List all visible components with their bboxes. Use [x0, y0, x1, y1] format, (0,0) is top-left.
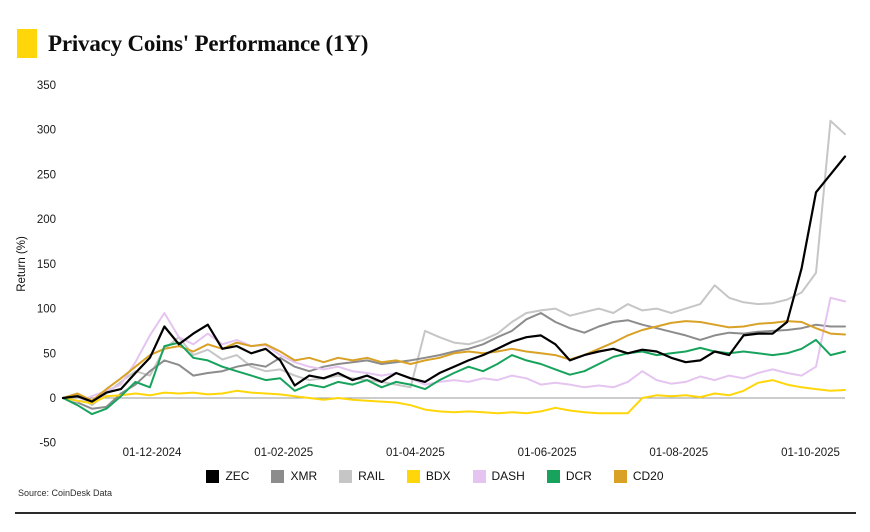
chart-legend: ZEC XMR RAIL BDX DASH DCR CD20 [0, 469, 870, 483]
legend-label-DASH: DASH [491, 469, 525, 483]
legend-swatch-RAIL [339, 469, 353, 483]
x-tick-label: 01-08-2025 [649, 447, 708, 459]
performance-line-chart: 350 300 250 200 150 100 50 0 -50 Return (%) 01-12-… [16, 80, 847, 459]
y-tick-label: 350 [37, 80, 56, 92]
legend-label-CD20: CD20 [632, 469, 664, 483]
y-tick-label: 200 [37, 214, 56, 226]
legend-label-DCR: DCR [565, 469, 592, 483]
legend-swatch-XMR [271, 469, 285, 483]
y-tick-label: 100 [37, 304, 56, 316]
y-axis-title: Return (%) [16, 236, 28, 292]
chart-header: Privacy Coins' Performance (1Y) [17, 29, 368, 58]
legend-item-DASH: DASH [472, 469, 525, 483]
page-title: Privacy Coins' Performance (1Y) [48, 30, 369, 56]
x-tick-label: 01-04-2025 [386, 447, 445, 459]
y-tick-label: 0 [50, 393, 56, 405]
series-line-DASH [62, 296, 846, 403]
x-tick-label: 01-10-2025 [781, 447, 840, 459]
series-line-ZEC [61, 155, 847, 403]
legend-item-DCR: DCR [546, 469, 592, 483]
legend-label-ZEC: ZEC [225, 469, 250, 483]
legend-item-ZEC: ZEC [206, 469, 249, 483]
x-tick-label: 01-06-2025 [518, 447, 577, 459]
legend-swatch-DCR [546, 469, 560, 483]
accent-bar [17, 29, 37, 58]
legend-item-BDX: BDX [406, 469, 451, 483]
legend-swatch-DASH [472, 469, 486, 483]
legend-label-XMR: XMR [290, 469, 318, 483]
legend-label-RAIL: RAIL [358, 469, 385, 483]
legend-label-BDX: BDX [425, 469, 451, 483]
legend-swatch-CD20 [613, 469, 627, 483]
x-tick-label: 01-12-2024 [123, 447, 182, 459]
legend-item-CD20: CD20 [613, 469, 664, 483]
y-tick-label: 250 [37, 169, 56, 181]
bottom-rule [15, 512, 856, 514]
legend-item-RAIL: RAIL [339, 469, 385, 483]
x-tick-label: 01-02-2025 [254, 447, 313, 459]
legend-item-XMR: XMR [271, 469, 317, 483]
series-line-XMR [62, 312, 846, 410]
legend-swatch-ZEC [206, 469, 220, 483]
y-tick-label: -50 [39, 438, 56, 450]
source-label: Source: CoinDesk Data [18, 488, 113, 498]
legend-swatch-BDX [406, 469, 420, 483]
y-tick-label: 50 [43, 348, 56, 360]
y-tick-label: 300 [37, 125, 56, 137]
series-line-BDX [62, 379, 846, 415]
series-line-CD20 [62, 320, 846, 402]
series-line-RAIL [62, 119, 846, 407]
y-tick-label: 150 [37, 259, 56, 271]
